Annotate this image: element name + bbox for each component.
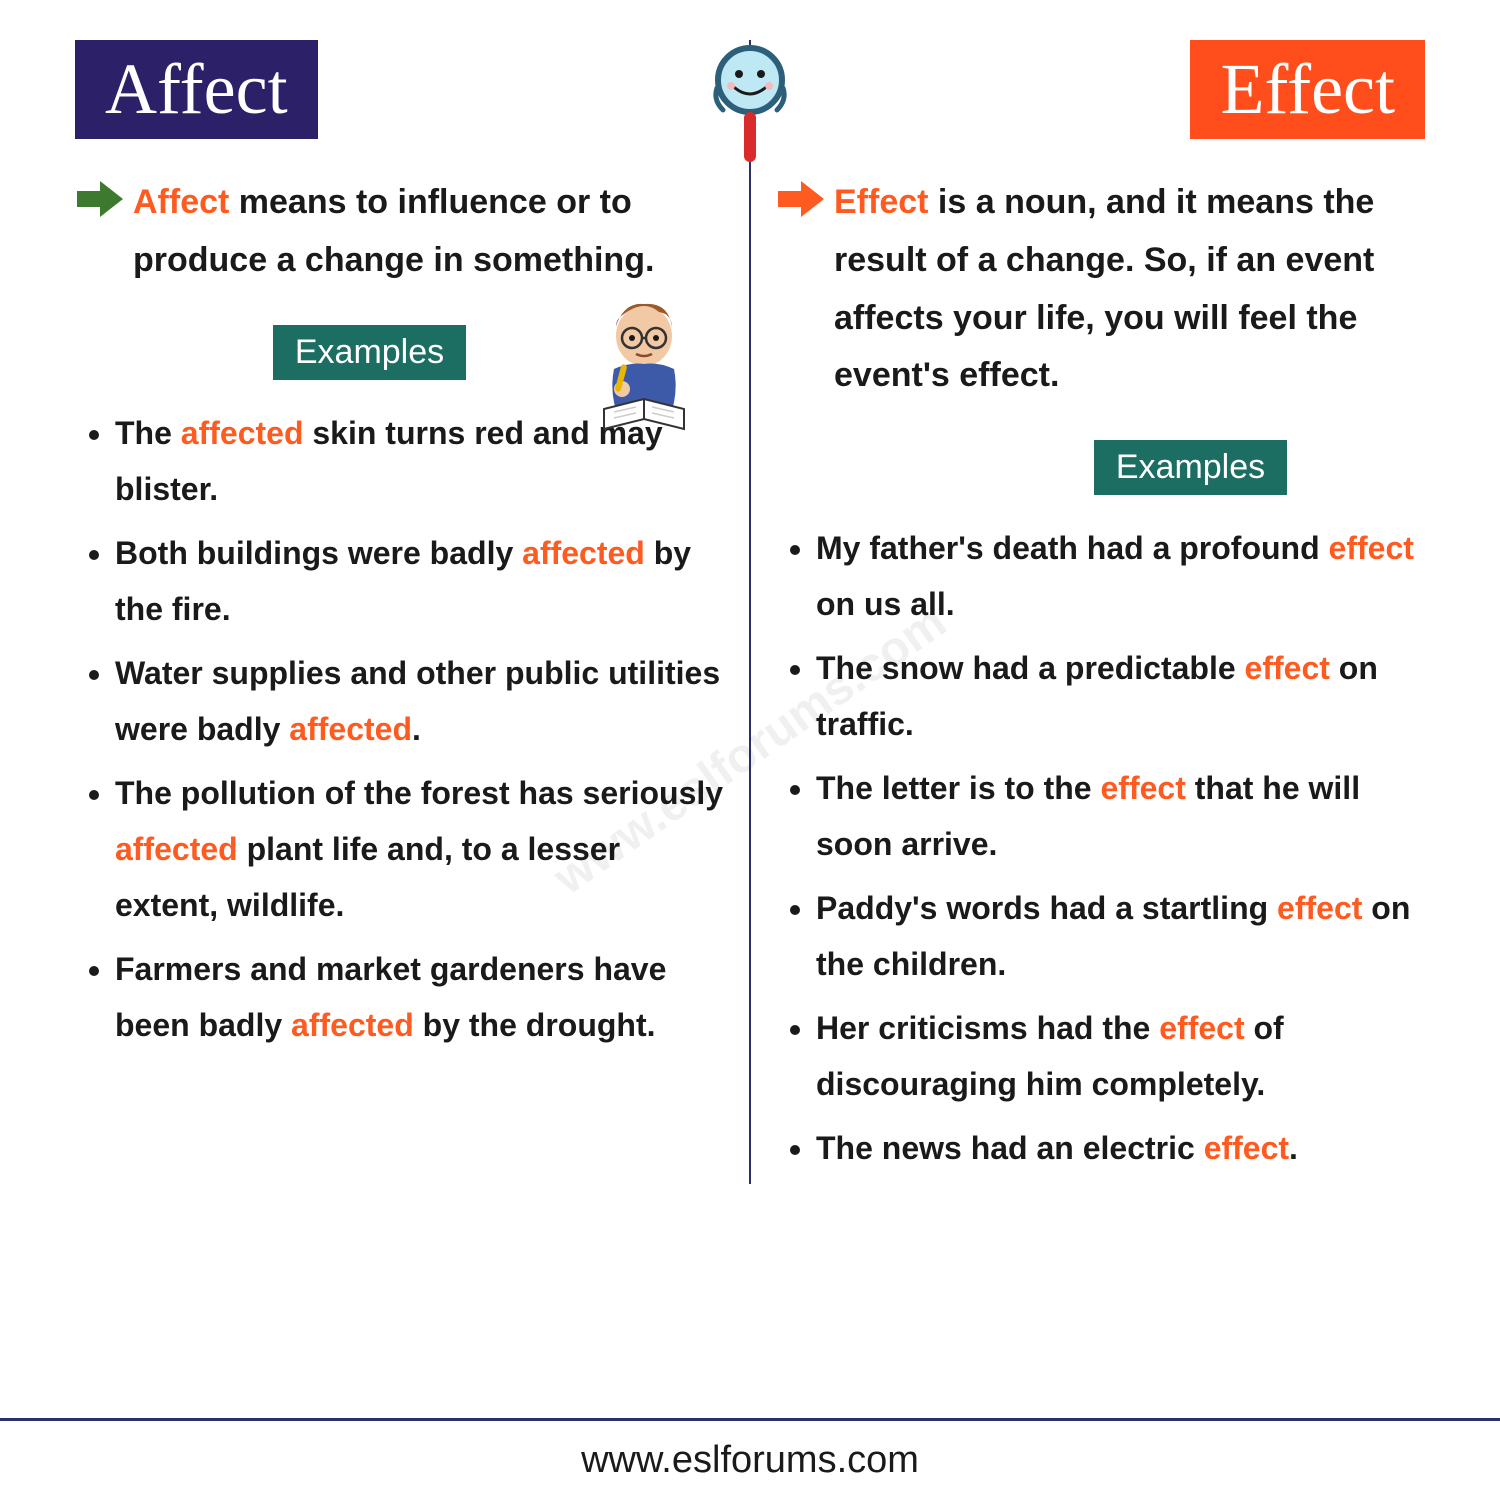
keyword-affect: Affect xyxy=(133,183,229,221)
example-highlight: effect xyxy=(1204,1130,1289,1166)
arrow-right-green-icon xyxy=(75,179,125,219)
example-highlight: affected xyxy=(181,415,304,451)
definition-text-left: Affect means to influence or to produce … xyxy=(133,174,724,290)
student-reading-icon xyxy=(574,294,714,439)
example-highlight: affected xyxy=(289,711,412,747)
example-highlight: effect xyxy=(1329,530,1414,566)
example-pre: Paddy's words had a startling xyxy=(816,890,1277,926)
example-pre: The letter is to the xyxy=(816,770,1100,806)
example-post: on us all. xyxy=(816,586,955,622)
list-item: Water supplies and other public utilitie… xyxy=(115,645,724,757)
list-item: Her criticisms had the effect of discour… xyxy=(816,1000,1425,1112)
title-wrap-right: Effect xyxy=(776,40,1425,174)
magnifier-smile-icon xyxy=(705,40,795,175)
example-post: . xyxy=(412,711,421,747)
example-highlight: affected xyxy=(115,831,238,867)
list-item: Farmers and market gardeners have been b… xyxy=(115,941,724,1053)
example-pre: The news had an electric xyxy=(816,1130,1204,1166)
list-item: The snow had a predictable effect on tra… xyxy=(816,640,1425,752)
main-container: Affect Affect means to influence or to p… xyxy=(0,0,1500,1184)
definition-row-left: Affect means to influence or to produce … xyxy=(75,174,724,290)
list-item: Both buildings were badly affected by th… xyxy=(115,525,724,637)
keyword-effect: Effect xyxy=(834,183,928,221)
list-item: The pollution of the forest has seriousl… xyxy=(115,765,724,933)
example-pre: Both buildings were badly xyxy=(115,535,522,571)
example-highlight: effect xyxy=(1245,650,1330,686)
example-pre: The snow had a predictable xyxy=(816,650,1245,686)
right-column: Effect Effect is a noun, and it means th… xyxy=(751,40,1450,1184)
list-item: Paddy's words had a startling effect on … xyxy=(816,880,1425,992)
example-pre: The xyxy=(115,415,181,451)
example-highlight: affected xyxy=(291,1007,414,1043)
left-column: Affect Affect means to influence or to p… xyxy=(50,40,751,1184)
list-item: My father's death had a profound effect … xyxy=(816,520,1425,632)
example-post: by the drought. xyxy=(414,1007,656,1043)
example-highlight: affected xyxy=(522,535,645,571)
example-post: . xyxy=(1289,1130,1298,1166)
examples-badge-wrap-right: Examples xyxy=(956,430,1425,520)
list-item: The news had an electric effect. xyxy=(816,1120,1425,1176)
example-highlight: effect xyxy=(1277,890,1362,926)
example-pre: The pollution of the forest has seriousl… xyxy=(115,775,723,811)
list-item: The letter is to the effect that he will… xyxy=(816,760,1425,872)
definition-row-right: Effect is a noun, and it means the resul… xyxy=(776,174,1425,405)
example-highlight: effect xyxy=(1100,770,1185,806)
examples-list-left: The affected skin turns red and may blis… xyxy=(75,405,724,1053)
title-affect: Affect xyxy=(75,40,318,139)
footer-url: www.eslforums.com xyxy=(0,1418,1500,1500)
example-highlight: effect xyxy=(1159,1010,1244,1046)
arrow-right-orange-icon xyxy=(776,179,826,219)
examples-badge-right: Examples xyxy=(1094,440,1287,495)
definition-text-right: Effect is a noun, and it means the resul… xyxy=(834,174,1425,405)
examples-badge-left: Examples xyxy=(273,325,466,380)
examples-list-right: My father's death had a profound effect … xyxy=(776,520,1425,1176)
title-effect: Effect xyxy=(1190,40,1425,139)
example-pre: My father's death had a profound xyxy=(816,530,1329,566)
example-pre: Her criticisms had the xyxy=(816,1010,1159,1046)
